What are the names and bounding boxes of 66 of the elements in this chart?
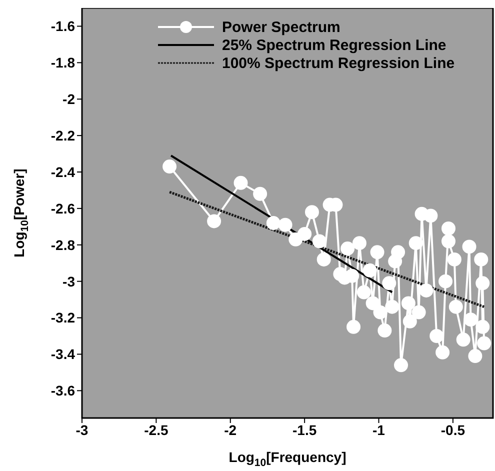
point	[408, 236, 423, 250]
point	[419, 283, 434, 298]
point	[340, 242, 355, 256]
point	[346, 320, 361, 334]
y-tick-label: -2.6	[50, 200, 76, 216]
legend-label: Power Spectrum	[222, 18, 340, 36]
point	[438, 274, 453, 288]
x-tick-label: -3	[76, 422, 88, 438]
legend-label: 100% Spectrum Regression Line	[222, 54, 455, 72]
point	[385, 300, 400, 314]
legend-label: 25% Spectrum Regression Line	[222, 36, 446, 54]
point	[316, 252, 331, 266]
point	[402, 314, 417, 328]
point	[468, 349, 482, 364]
point	[401, 296, 416, 310]
point	[345, 268, 360, 283]
point	[298, 226, 312, 241]
x-tick-label: -2	[224, 422, 237, 438]
point	[474, 252, 488, 266]
y-tick-label: -3.6	[50, 382, 76, 399]
point	[304, 205, 319, 220]
point	[162, 160, 177, 174]
point	[253, 186, 268, 201]
point	[378, 324, 392, 338]
point	[476, 320, 490, 334]
y-tick-label: -1.6	[50, 18, 76, 34]
y-tick-label: -3.2	[50, 310, 76, 326]
point	[441, 221, 456, 236]
point	[424, 208, 438, 223]
point	[464, 312, 478, 327]
point	[352, 236, 366, 250]
point	[447, 252, 462, 266]
y-tick-label: -3	[62, 273, 76, 290]
y-tick-label: -1.8	[50, 54, 76, 71]
point	[366, 296, 380, 310]
x-tick-label: -2.5	[144, 422, 168, 438]
point	[441, 234, 456, 248]
point	[373, 305, 388, 320]
point	[382, 276, 396, 290]
point	[456, 332, 470, 347]
point	[462, 240, 476, 254]
y-tick-label: -3.4	[50, 346, 76, 362]
x-tick-label: -0.5	[440, 422, 466, 438]
point	[234, 176, 248, 190]
point	[430, 329, 444, 343]
point	[394, 358, 408, 372]
point	[448, 300, 463, 314]
y-tick-label: -2.2	[50, 128, 76, 144]
point	[278, 218, 292, 232]
y-tick-label: -2.4	[50, 164, 76, 180]
point	[412, 305, 426, 320]
point	[207, 214, 222, 228]
point	[477, 336, 492, 350]
point	[436, 345, 450, 360]
point	[356, 285, 371, 300]
x-axis-title: Log$_{10}$[Frequency]	[228, 449, 346, 469]
point	[266, 216, 280, 230]
y-tick-label: -2	[62, 91, 76, 108]
point	[476, 276, 490, 290]
point	[362, 263, 377, 278]
point	[312, 234, 326, 248]
point	[370, 245, 384, 260]
x-tick-label: -1.5	[292, 422, 317, 438]
y-tick-label: -2.8	[50, 236, 76, 253]
x-tick-label: -1	[372, 422, 386, 438]
point	[391, 245, 406, 260]
